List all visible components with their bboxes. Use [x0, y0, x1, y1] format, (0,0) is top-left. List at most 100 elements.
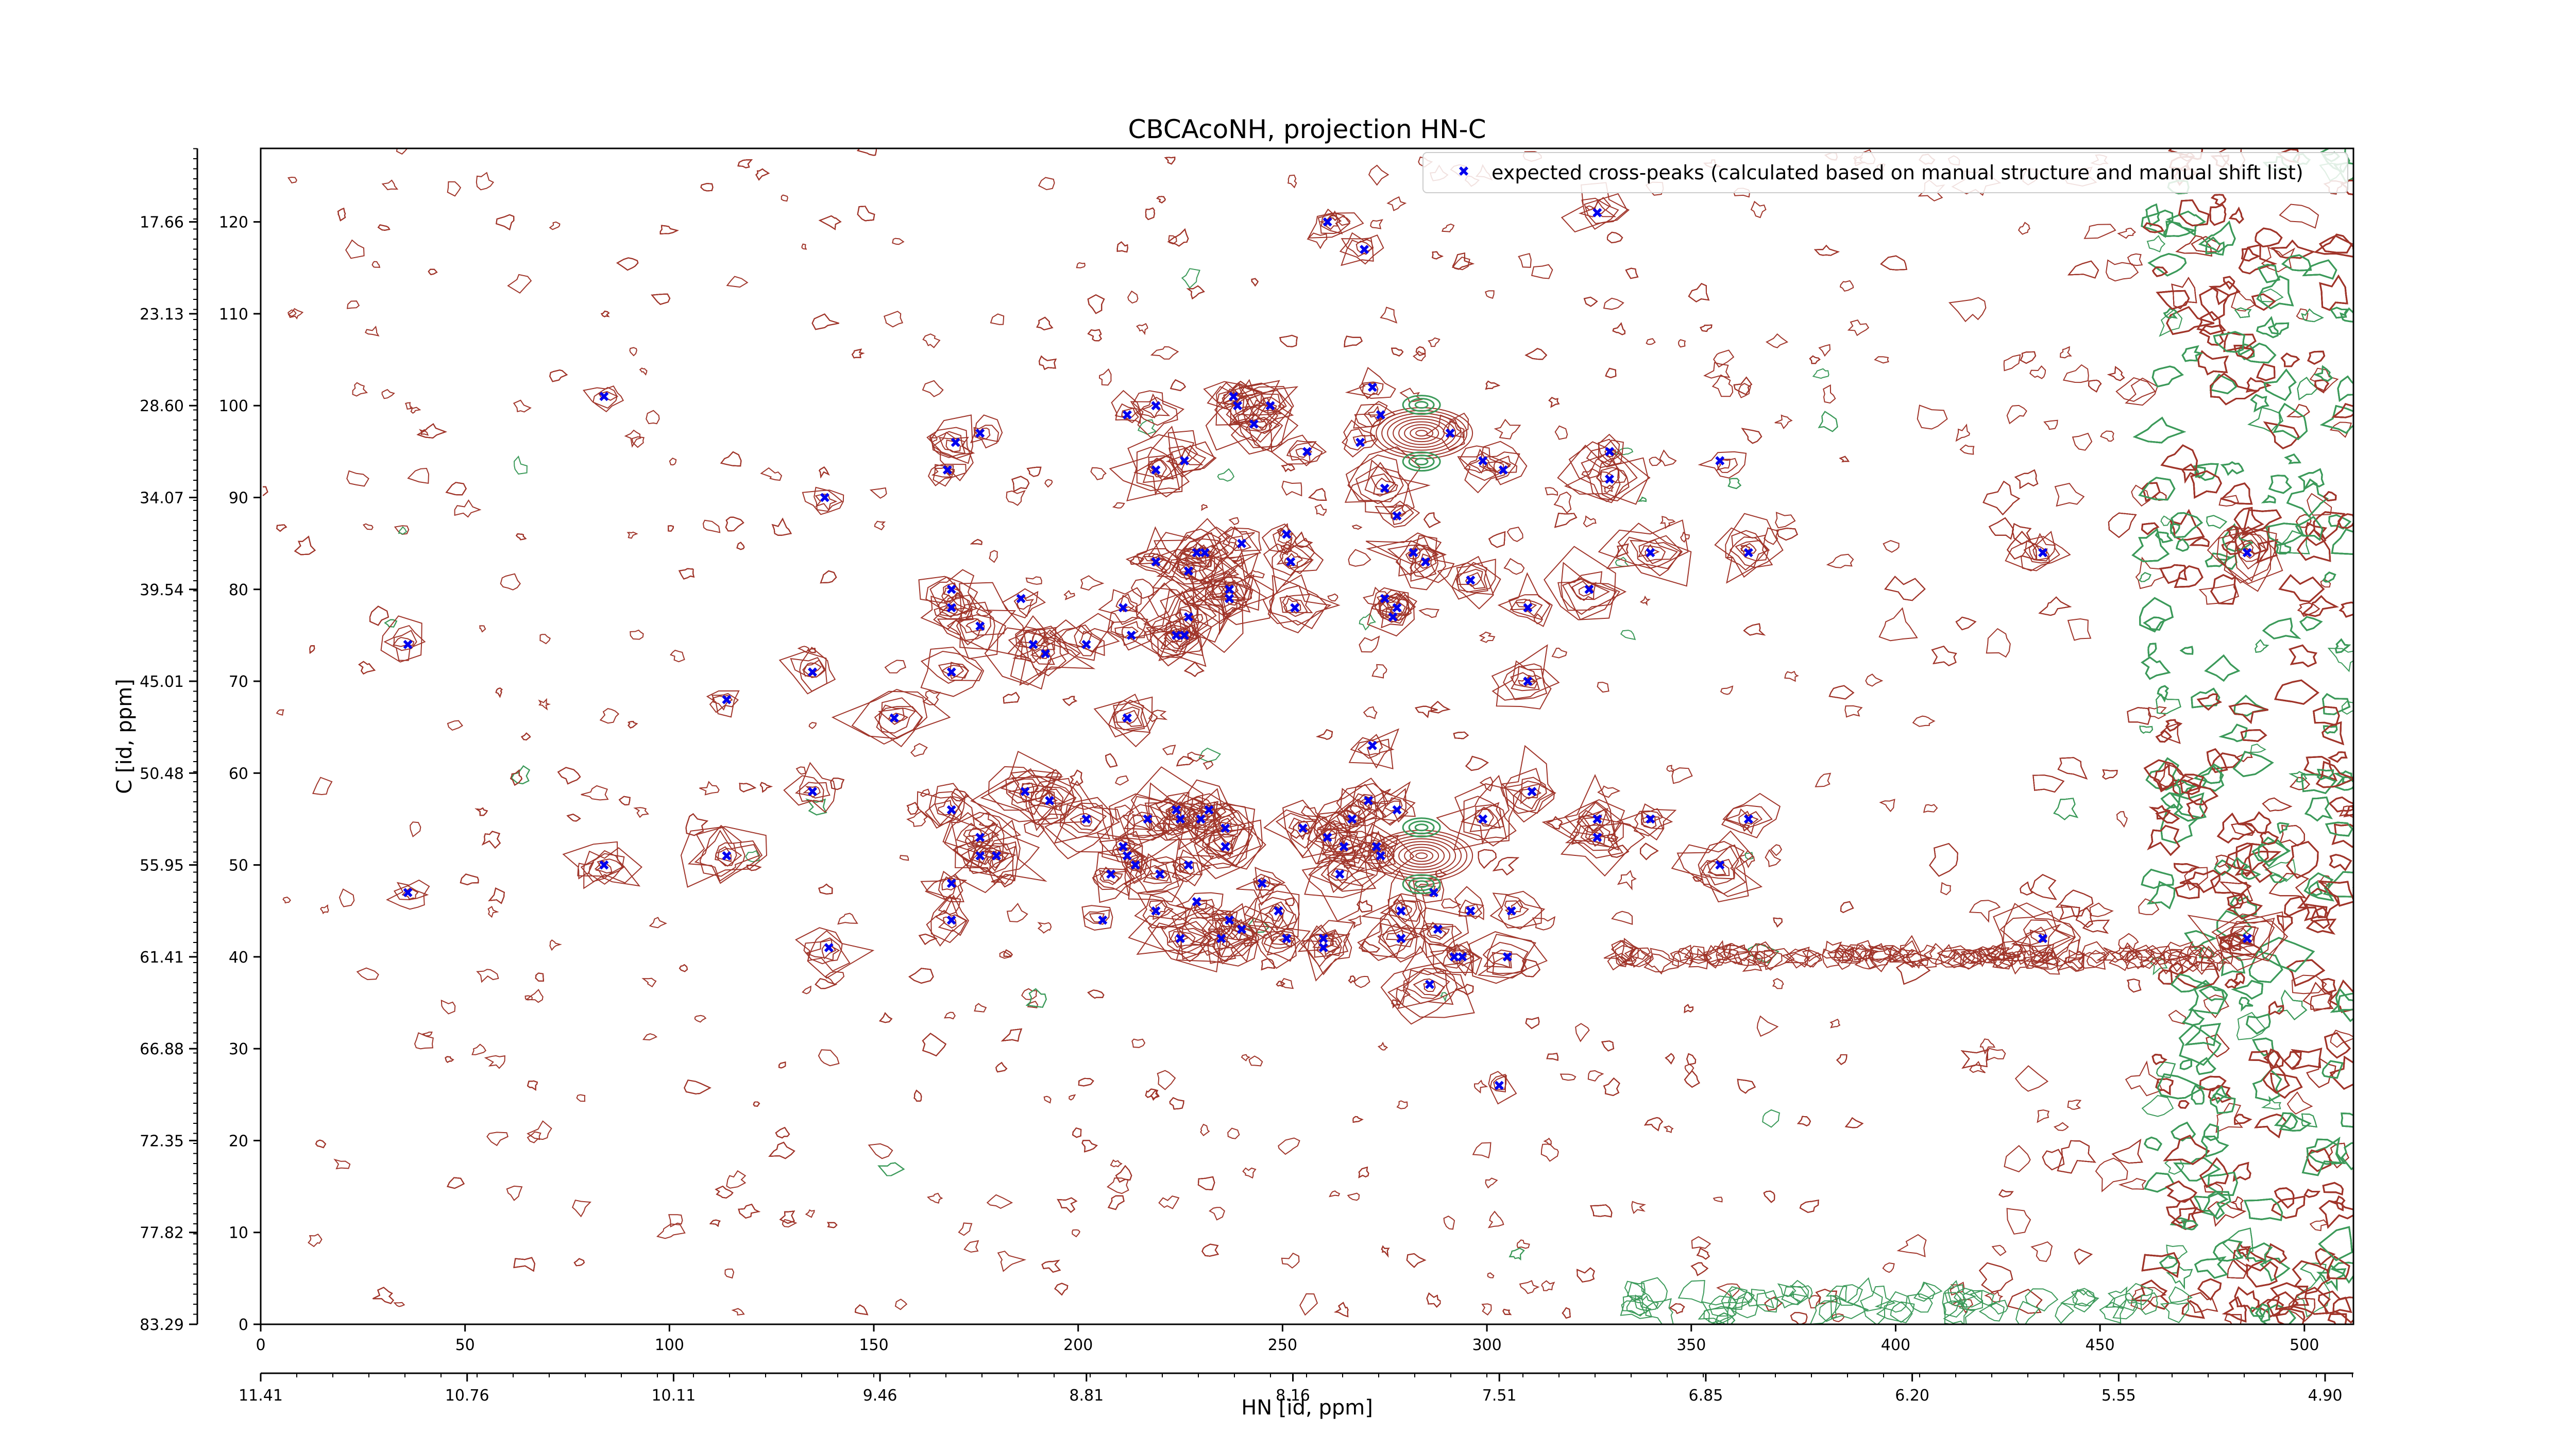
peak-contour	[1460, 802, 1504, 845]
peak-contour	[1126, 853, 1142, 872]
noise-contour	[369, 605, 389, 626]
peak-contour	[1126, 434, 1195, 502]
noise-contour	[1455, 984, 1474, 996]
streak-contour	[1894, 935, 1921, 958]
noise-contour	[479, 625, 486, 633]
noise-contour	[2126, 979, 2142, 993]
cross-peak-point	[1605, 447, 1615, 457]
noise-contour	[1145, 207, 1156, 221]
edge-contour	[2205, 552, 2231, 567]
baseline-contour	[1756, 1290, 1778, 1313]
streak-contour	[2077, 952, 2107, 969]
noise-contour	[659, 225, 679, 234]
peak-contour	[592, 386, 618, 409]
noise-contour	[2289, 777, 2310, 790]
edge-contour	[2323, 491, 2337, 502]
baseline-contour	[1645, 1298, 1674, 1324]
noise-contour	[1581, 468, 1602, 479]
noise-contour	[1368, 164, 1389, 186]
noise-contour	[2166, 1265, 2193, 1290]
edge-contour	[2151, 266, 2168, 277]
edge-contour	[2284, 896, 2308, 917]
edge-contour	[2284, 453, 2301, 464]
noise-contour	[1098, 368, 1112, 386]
noise-contour	[1743, 623, 1766, 636]
edge-contour	[2299, 616, 2323, 631]
peak-contour	[1204, 833, 1238, 854]
peak-contour	[1222, 526, 1255, 551]
noise-contour	[630, 629, 644, 640]
cross-peak-point	[1192, 548, 1201, 558]
peak-contour	[1565, 822, 1624, 851]
streak-contour	[1706, 940, 1736, 969]
negative-peak-contour	[1414, 880, 1429, 888]
noise-contour	[1883, 540, 1900, 553]
edge-contour	[2165, 1180, 2197, 1203]
noise-contour	[801, 243, 807, 250]
peak-contour	[1147, 908, 1222, 973]
noise-contour	[1541, 1280, 1555, 1291]
edge-contour	[2193, 1192, 2229, 1220]
peak-contour	[1402, 969, 1450, 999]
noise-contour	[2296, 308, 2309, 321]
edge-contour	[2222, 1296, 2247, 1323]
edge-contour	[2337, 992, 2353, 1011]
noise-contour	[1287, 174, 1297, 189]
peak-contour	[1357, 909, 1416, 962]
noise-contour	[2191, 235, 2222, 252]
noise-contour	[1278, 1137, 1300, 1155]
streak-contour	[1889, 949, 1916, 968]
peak-contour	[1464, 903, 1479, 916]
peak-contour	[1331, 836, 1351, 853]
edge-contour	[2318, 1200, 2353, 1229]
noise-contour	[1062, 696, 1077, 706]
edge-contour	[2262, 617, 2301, 639]
edge-contour	[2147, 253, 2187, 277]
streak-contour	[1802, 949, 1823, 962]
noise-contour	[506, 1185, 523, 1201]
peak-contour	[1253, 901, 1297, 929]
noise-contour	[2296, 1275, 2330, 1318]
edge-contour	[2199, 1075, 2227, 1091]
noise-contour	[1347, 915, 1362, 929]
noise-contour	[407, 467, 430, 484]
edge-contour	[2212, 1085, 2228, 1104]
cross-peak-point	[1478, 814, 1488, 824]
noise-contour	[1688, 283, 1710, 302]
peak-contour	[583, 385, 624, 413]
edge-contour	[2213, 331, 2246, 353]
edge-contour	[2141, 209, 2174, 238]
noise-contour	[1774, 414, 1793, 429]
noise-contour	[737, 159, 753, 169]
noise-contour	[1733, 376, 1753, 395]
peak-contour	[1588, 829, 1604, 847]
cross-peak-point	[946, 603, 956, 613]
peak-contour	[973, 425, 999, 449]
noise-contour	[576, 1094, 586, 1102]
streak-contour	[2110, 945, 2132, 961]
peak-contour	[1700, 858, 1735, 880]
peak-contour	[1597, 439, 1622, 463]
noise-contour	[1969, 1060, 1986, 1073]
peak-contour	[1436, 774, 1510, 840]
edge-contour	[2210, 752, 2241, 770]
peak-contour	[1267, 575, 1328, 630]
peak-contour	[1206, 565, 1260, 611]
edge-contour	[2168, 792, 2207, 822]
cross-peak-point	[1282, 934, 1292, 943]
noise-contour	[2007, 1289, 2043, 1314]
noise-contour	[2004, 1145, 2031, 1173]
peak-contour	[1276, 550, 1314, 575]
peak-contour	[1584, 193, 1628, 224]
noise-contour	[1001, 1028, 1023, 1042]
noise-contour	[372, 1287, 394, 1304]
peak-contour	[1187, 543, 1274, 626]
noise-contour	[1485, 1177, 1498, 1189]
edge-contour	[2275, 543, 2292, 555]
cross-peak-point	[1196, 814, 1206, 824]
edge-contour	[2179, 773, 2205, 795]
noise-contour	[1896, 961, 1931, 985]
cross-peak-point	[1151, 401, 1161, 411]
peak-contour	[1366, 740, 1383, 756]
noise-contour	[1202, 761, 1214, 770]
